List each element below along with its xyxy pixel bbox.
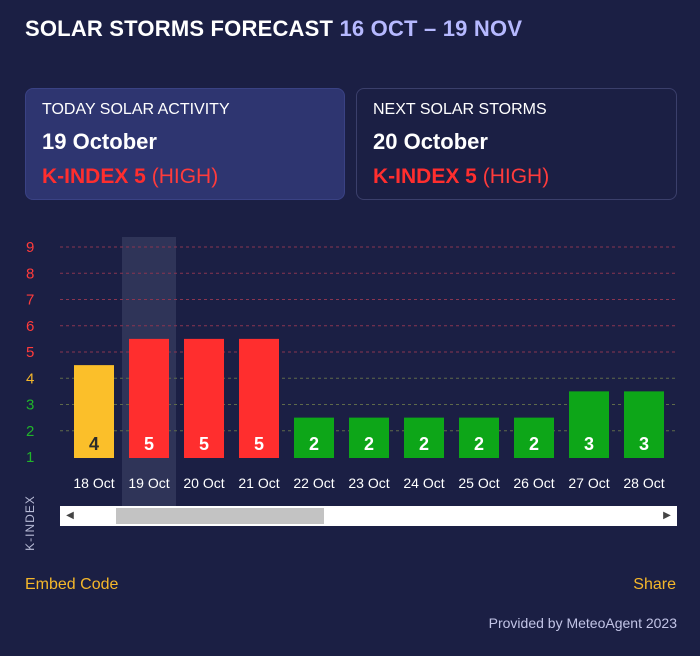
bar[interactable] <box>349 417 389 458</box>
bar[interactable] <box>569 391 609 458</box>
today-k-index-value: K-INDEX 5 <box>42 165 146 188</box>
y-tick-label: 7 <box>26 292 34 309</box>
x-tick-label: 27 Oct <box>568 475 609 491</box>
today-activity-card: TODAY SOLAR ACTIVITY 19 October K-INDEX … <box>25 88 345 200</box>
chart-scrollbar[interactable]: ◀ ▶ <box>60 506 677 526</box>
next-k-index-value: K-INDEX 5 <box>373 165 477 188</box>
page-title: SOLAR STORMS FORECAST 16 OCT – 19 NOV <box>25 16 522 42</box>
bar-value-label: 2 <box>364 434 374 454</box>
bar[interactable] <box>294 417 334 458</box>
x-tick-label: 25 Oct <box>458 475 499 491</box>
bar[interactable] <box>404 417 444 458</box>
y-tick-label: 6 <box>26 318 34 335</box>
x-tick-label: 23 Oct <box>348 475 389 491</box>
y-tick-label: 9 <box>26 239 34 256</box>
bar[interactable] <box>514 417 554 458</box>
x-tick-label: 22 Oct <box>293 475 334 491</box>
next-storms-card: NEXT SOLAR STORMS 20 October K-INDEX 5 (… <box>356 88 677 200</box>
x-tick-label: 24 Oct <box>403 475 444 491</box>
y-tick-label: 8 <box>26 265 34 282</box>
title-text: SOLAR STORMS FORECAST <box>25 16 334 41</box>
arrow-right-icon[interactable]: ▶ <box>663 510 671 521</box>
arrow-left-icon[interactable]: ◀ <box>66 510 74 521</box>
next-card-date: 20 October <box>373 129 488 154</box>
bar-value-label: 3 <box>639 434 649 454</box>
bar[interactable] <box>624 391 664 458</box>
bar[interactable] <box>74 365 114 458</box>
bar[interactable] <box>184 338 224 458</box>
y-tick-label: 5 <box>26 344 34 361</box>
next-k-index: K-INDEX 5 (HIGH) <box>373 165 660 189</box>
scrollbar-thumb[interactable] <box>116 508 324 524</box>
title-date-range: 16 OCT – 19 NOV <box>339 16 523 41</box>
y-tick-label: 1 <box>26 449 34 466</box>
x-tick-label: 21 Oct <box>238 475 279 491</box>
bar-value-label: 5 <box>199 434 209 454</box>
y-tick-label: 2 <box>26 423 34 440</box>
bar-value-label: 2 <box>474 434 484 454</box>
x-tick-label: 26 Oct <box>513 475 554 491</box>
bar-value-label: 4 <box>89 434 99 454</box>
bar-value-label: 2 <box>419 434 429 454</box>
bar-value-label: 5 <box>254 434 264 454</box>
bar-value-label: 3 <box>584 434 594 454</box>
x-tick-label: 28 Oct <box>623 475 664 491</box>
bar-value-label: 2 <box>309 434 319 454</box>
bar-value-label: 2 <box>529 434 539 454</box>
x-tick-label: 19 Oct <box>128 475 169 491</box>
bar[interactable] <box>459 417 499 458</box>
y-tick-label: 4 <box>26 370 34 387</box>
bar-value-label: 5 <box>144 434 154 454</box>
bar[interactable] <box>129 338 169 458</box>
bar[interactable] <box>239 338 279 458</box>
embed-code-link[interactable]: Embed Code <box>25 576 119 593</box>
today-card-date: 19 October <box>42 129 157 154</box>
x-tick-label: 18 Oct <box>73 475 114 491</box>
next-k-index-level: (HIGH) <box>482 165 550 188</box>
next-card-label: NEXT SOLAR STORMS <box>373 101 547 118</box>
today-card-label: TODAY SOLAR ACTIVITY <box>42 101 230 118</box>
y-axis-title: K-INDEX <box>23 495 37 551</box>
x-tick-label: 20 Oct <box>183 475 224 491</box>
today-k-index: K-INDEX 5 (HIGH) <box>42 165 328 189</box>
provided-by-text: Provided by MeteoAgent 2023 <box>488 615 677 631</box>
today-k-index-level: (HIGH) <box>151 165 219 188</box>
y-tick-label: 3 <box>26 397 34 414</box>
share-link[interactable]: Share <box>633 576 676 593</box>
